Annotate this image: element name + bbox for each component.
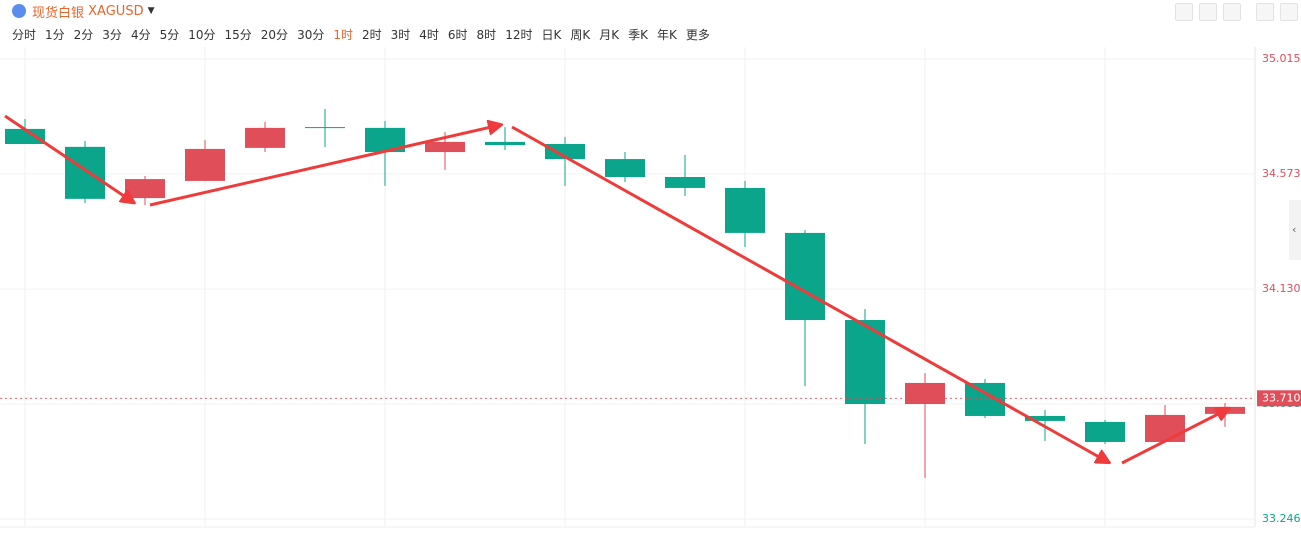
period-button[interactable]: 季K	[628, 28, 648, 42]
period-button[interactable]: 30分	[297, 28, 325, 42]
period-button[interactable]: 2时	[361, 28, 382, 42]
y-tick-label: 34.573	[1262, 167, 1301, 180]
period-button[interactable]: 8时	[476, 28, 497, 42]
annotations	[4, 114, 1228, 465]
tool-button[interactable]	[1223, 3, 1241, 21]
last-price-label: 33.710	[1262, 391, 1301, 404]
side-tab[interactable]	[1289, 200, 1301, 260]
candle-body	[485, 141, 525, 146]
candle-body	[185, 148, 225, 181]
last-price-box	[1257, 390, 1301, 407]
period-button[interactable]: 1分	[45, 28, 65, 42]
candle-body	[1025, 415, 1065, 421]
period-button[interactable]: 6时	[447, 28, 468, 42]
y-tick-label: 33.246	[1262, 512, 1301, 525]
candle-body	[725, 187, 765, 233]
candle-body	[605, 159, 645, 178]
period-button[interactable]: 分时	[12, 28, 37, 42]
y-tick-label: 35.015	[1262, 52, 1301, 65]
symbol-icon	[12, 4, 26, 18]
header: 现货白银 XAGUSD ▼	[12, 2, 155, 21]
period-button[interactable]: 20分	[260, 28, 289, 42]
period-button[interactable]: 年K	[656, 28, 677, 42]
candle-body	[905, 382, 945, 405]
candle-body	[305, 127, 345, 129]
candle-body	[545, 143, 585, 160]
arrow	[4, 114, 133, 202]
candle-body	[785, 232, 825, 321]
period-button[interactable]: 4分	[130, 28, 151, 42]
candles	[5, 108, 1245, 479]
grid	[0, 47, 1255, 527]
tool-button[interactable]	[1175, 3, 1193, 21]
period-button[interactable]: 月K	[599, 28, 620, 42]
period-button[interactable]: 3时	[390, 28, 411, 42]
symbol[interactable]: XAGUSD	[88, 3, 144, 19]
period-button[interactable]: 3分	[102, 28, 122, 42]
period-button[interactable]: 2分	[73, 28, 94, 42]
candle-body	[665, 177, 705, 188]
side-tab-arrow[interactable]: ‹	[1292, 223, 1296, 236]
title[interactable]: 现货白银	[32, 5, 85, 21]
candle-body	[1085, 421, 1125, 442]
period-button[interactable]: 4时	[419, 28, 439, 42]
period-button[interactable]: 15分	[224, 28, 252, 42]
tool-button[interactable]	[1199, 3, 1217, 21]
close-button[interactable]	[1280, 3, 1298, 21]
candle-body	[1145, 414, 1185, 442]
arrow	[511, 125, 1108, 462]
period-button[interactable]: 12时	[505, 28, 533, 42]
candle-body	[425, 141, 465, 153]
period-button[interactable]: 5分	[159, 28, 180, 42]
period-bar: 分时 1分 2分 3分 4分 5分 10分 15分 20分 30分 1时 2时 3时 4时 6时 8时 12时日…	[12, 26, 710, 43]
expand-button[interactable]	[1256, 3, 1274, 21]
arrow	[149, 125, 500, 207]
period-button[interactable]: 周K	[570, 28, 591, 42]
y-tick-label: 34.130	[1262, 282, 1301, 295]
period-button[interactable]: 10分	[188, 28, 216, 42]
candle-body	[5, 128, 45, 144]
period-button[interactable]: 更多	[685, 28, 710, 42]
period-button[interactable]: 日K	[541, 28, 562, 42]
candle-body	[245, 127, 285, 148]
candle-body	[125, 179, 165, 199]
period-button[interactable]: 1时	[333, 28, 353, 42]
dropdown-caret[interactable]: ▼	[147, 6, 155, 16]
candle-body	[65, 146, 105, 199]
arrow	[1121, 409, 1228, 465]
